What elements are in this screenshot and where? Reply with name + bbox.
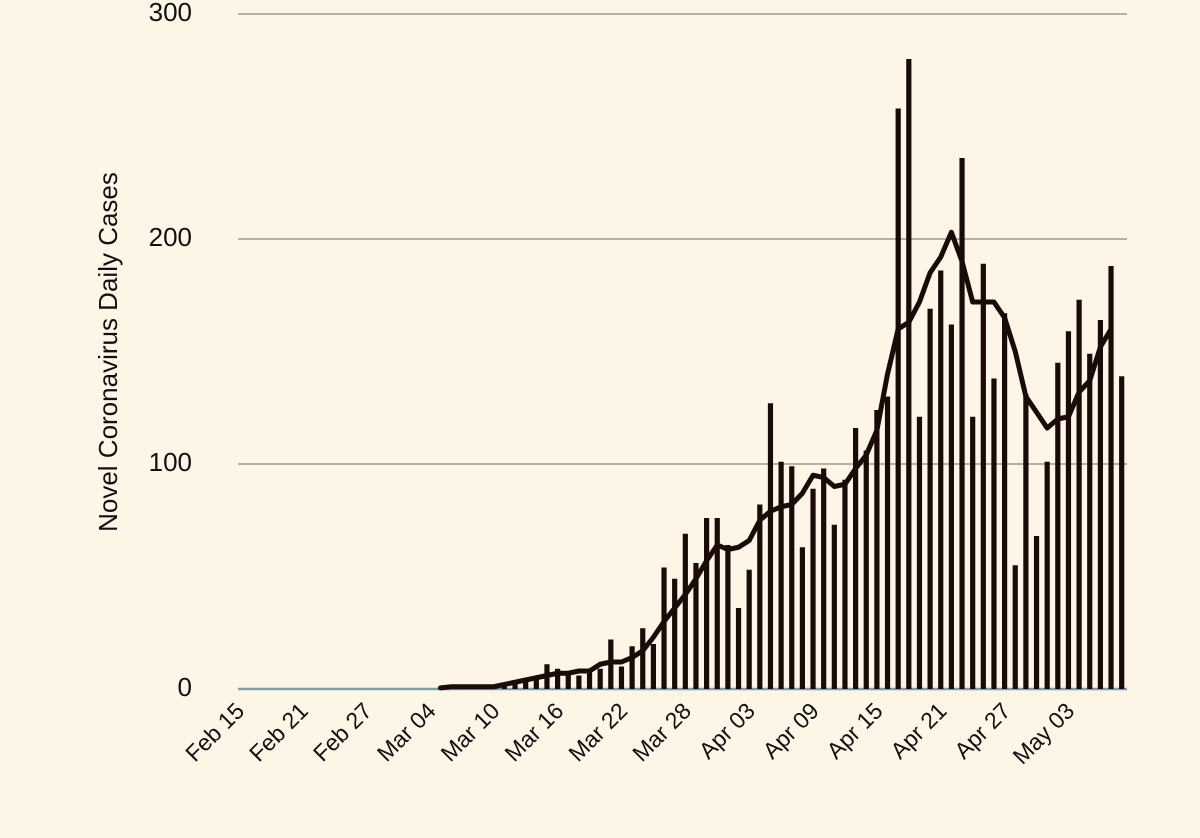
bar xyxy=(597,668,603,689)
bar xyxy=(980,263,986,689)
bar xyxy=(938,270,944,689)
bar xyxy=(906,59,912,689)
bar xyxy=(970,416,976,689)
x-tick-label: Mar 22 xyxy=(563,697,632,766)
bar xyxy=(927,308,933,689)
bar xyxy=(842,479,848,689)
x-tick-label: Apr 15 xyxy=(821,697,887,763)
bar xyxy=(1097,320,1103,689)
bar xyxy=(576,675,582,689)
x-tick-label: Feb 21 xyxy=(244,697,313,766)
x-tick-label: Feb 27 xyxy=(308,697,377,766)
bar xyxy=(523,680,529,689)
x-tick-label: Mar 28 xyxy=(627,697,696,766)
bar xyxy=(1012,565,1018,689)
bar xyxy=(533,677,539,689)
bar xyxy=(693,563,699,689)
bar xyxy=(746,569,752,689)
bar xyxy=(672,578,678,689)
bar xyxy=(704,518,710,689)
bar xyxy=(555,668,561,689)
bar xyxy=(916,416,923,689)
x-tick-label: Feb 15 xyxy=(180,697,249,766)
bar xyxy=(895,108,901,689)
bar xyxy=(789,466,795,689)
bar xyxy=(799,547,805,689)
x-tick-label: Apr 03 xyxy=(694,697,760,763)
bar xyxy=(501,686,507,689)
moving-average-line xyxy=(438,229,1114,691)
x-tick-label: Apr 09 xyxy=(758,697,824,763)
bar xyxy=(714,518,720,689)
bar xyxy=(874,410,880,689)
bar xyxy=(1033,536,1040,689)
bar xyxy=(1087,353,1093,689)
bar xyxy=(1119,376,1125,689)
bar xyxy=(650,644,656,689)
bar xyxy=(661,567,667,689)
bar xyxy=(618,666,625,689)
bar xyxy=(512,682,518,689)
bar xyxy=(1065,331,1072,689)
bar xyxy=(682,533,688,689)
y-tick-label: 200 xyxy=(149,222,192,252)
bar xyxy=(565,671,571,689)
x-tick-label: Apr 21 xyxy=(885,697,951,763)
x-tick-label: Apr 27 xyxy=(949,697,1015,763)
bar xyxy=(821,468,827,689)
bar xyxy=(1055,362,1061,689)
bar xyxy=(831,524,837,689)
bar xyxy=(1076,299,1082,689)
x-tick-label: May 03 xyxy=(1008,697,1080,769)
bar xyxy=(959,158,965,689)
x-tick-label: Mar 04 xyxy=(372,697,441,766)
bar xyxy=(991,378,997,689)
y-tick-label: 100 xyxy=(149,447,192,477)
y-tick-label: 0 xyxy=(178,672,192,702)
bar xyxy=(778,461,784,689)
x-tick-label: Mar 10 xyxy=(436,697,505,766)
bar xyxy=(735,608,742,689)
bar xyxy=(1044,461,1050,689)
bar xyxy=(948,324,954,689)
x-tick-label: Mar 16 xyxy=(499,697,568,766)
bar xyxy=(1023,394,1029,689)
bar xyxy=(853,428,859,689)
bar xyxy=(586,671,593,689)
bar xyxy=(629,646,635,689)
bar xyxy=(810,488,816,689)
bar xyxy=(757,504,763,689)
y-tick-label: 300 xyxy=(149,0,192,27)
bar xyxy=(1108,266,1114,689)
bar xyxy=(767,403,774,689)
bar xyxy=(1002,313,1008,689)
bar xyxy=(640,628,646,689)
y-axis-label: Novel Coronavirus Daily Cases xyxy=(93,172,123,532)
bar xyxy=(725,545,731,689)
bar xyxy=(884,396,891,689)
bar xyxy=(863,450,869,689)
